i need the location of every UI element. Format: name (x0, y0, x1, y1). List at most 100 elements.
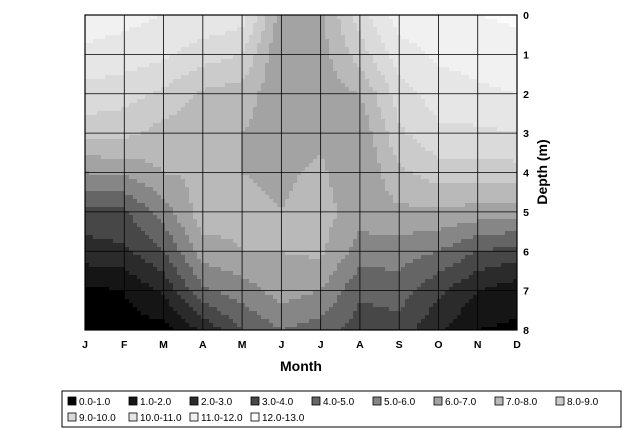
contour-cell (93, 139, 98, 144)
contour-cell (245, 111, 250, 116)
contour-cell (101, 215, 106, 220)
contour-cell (217, 167, 222, 172)
contour-cell (233, 151, 238, 156)
contour-cell (85, 315, 90, 320)
contour-cell (97, 311, 102, 316)
contour-cell (221, 239, 226, 244)
contour-cell (241, 231, 246, 236)
contour-cell (133, 23, 138, 28)
contour-cell (109, 171, 114, 176)
contour-cell (113, 211, 118, 216)
contour-cell (149, 275, 154, 280)
contour-cell (241, 251, 246, 256)
contour-cell (125, 123, 130, 128)
contour-cell (149, 99, 154, 104)
contour-cell (185, 139, 190, 144)
contour-cell (129, 103, 134, 108)
contour-cell (257, 327, 262, 330)
contour-cell (101, 327, 106, 330)
contour-cell (317, 315, 322, 320)
contour-cell (169, 115, 174, 120)
contour-cell (253, 179, 258, 184)
contour-cell (233, 199, 238, 204)
contour-cell (165, 15, 170, 20)
contour-cell (333, 179, 338, 184)
contour-cell (145, 287, 150, 292)
contour-cell (97, 71, 102, 76)
contour-cell (193, 203, 198, 208)
contour-cell (149, 111, 154, 116)
contour-cell (117, 171, 122, 176)
contour-cell (97, 27, 102, 32)
contour-cell (229, 55, 234, 60)
contour-cell (309, 243, 314, 248)
contour-cell (253, 275, 258, 280)
contour-cell (129, 83, 134, 88)
contour-cell (333, 299, 338, 304)
contour-cell (237, 247, 242, 252)
contour-cell (305, 215, 310, 220)
contour-cell (313, 123, 318, 128)
contour-cell (97, 307, 102, 312)
contour-cell (165, 291, 170, 296)
contour-cell (273, 239, 278, 244)
contour-cell (145, 63, 150, 68)
contour-cell (293, 15, 298, 20)
contour-cell (333, 187, 338, 192)
contour-cell (229, 31, 234, 36)
contour-cell (209, 71, 214, 76)
contour-cell (177, 199, 182, 204)
contour-cell (173, 63, 178, 68)
contour-cell (173, 115, 178, 120)
contour-cell (197, 143, 202, 148)
contour-cell (189, 315, 194, 320)
contour-cell (173, 159, 178, 164)
contour-cell (153, 231, 158, 236)
contour-cell (321, 111, 326, 116)
contour-cell (257, 231, 262, 236)
contour-cell (329, 123, 334, 128)
contour-cell (277, 327, 282, 330)
contour-cell (185, 27, 190, 32)
contour-cell (233, 111, 238, 116)
contour-cell (209, 183, 214, 188)
contour-cell (261, 227, 266, 232)
contour-cell (205, 319, 210, 324)
contour-cell (253, 187, 258, 192)
contour-cell (233, 79, 238, 84)
contour-cell (193, 123, 198, 128)
contour-cell (141, 119, 146, 124)
contour-cell (205, 279, 210, 284)
contour-cell (277, 283, 282, 288)
contour-cell (145, 79, 150, 84)
contour-cell (117, 75, 122, 80)
contour-cell (213, 179, 218, 184)
contour-cell (189, 307, 194, 312)
contour-cell (289, 143, 294, 148)
contour-cell (229, 199, 234, 204)
contour-cell (301, 123, 306, 128)
contour-cell (301, 195, 306, 200)
contour-cell (245, 127, 250, 132)
contour-cell (173, 291, 178, 296)
contour-cell (285, 15, 290, 20)
contour-cell (129, 327, 134, 330)
contour-cell (333, 195, 338, 200)
contour-cell (289, 275, 294, 280)
contour-cell (89, 135, 94, 140)
contour-cell (305, 175, 310, 180)
contour-cell (321, 103, 326, 108)
contour-cell (249, 67, 254, 72)
contour-cell (193, 27, 198, 32)
contour-cell (133, 259, 138, 264)
contour-cell (285, 159, 290, 164)
contour-cell (269, 15, 274, 20)
contour-cell (233, 147, 238, 152)
contour-cell (169, 75, 174, 80)
contour-cell (117, 127, 122, 132)
contour-cell (221, 207, 226, 212)
contour-cell (173, 235, 178, 240)
contour-cell (177, 79, 182, 84)
contour-cell (185, 159, 190, 164)
contour-cell (185, 143, 190, 148)
